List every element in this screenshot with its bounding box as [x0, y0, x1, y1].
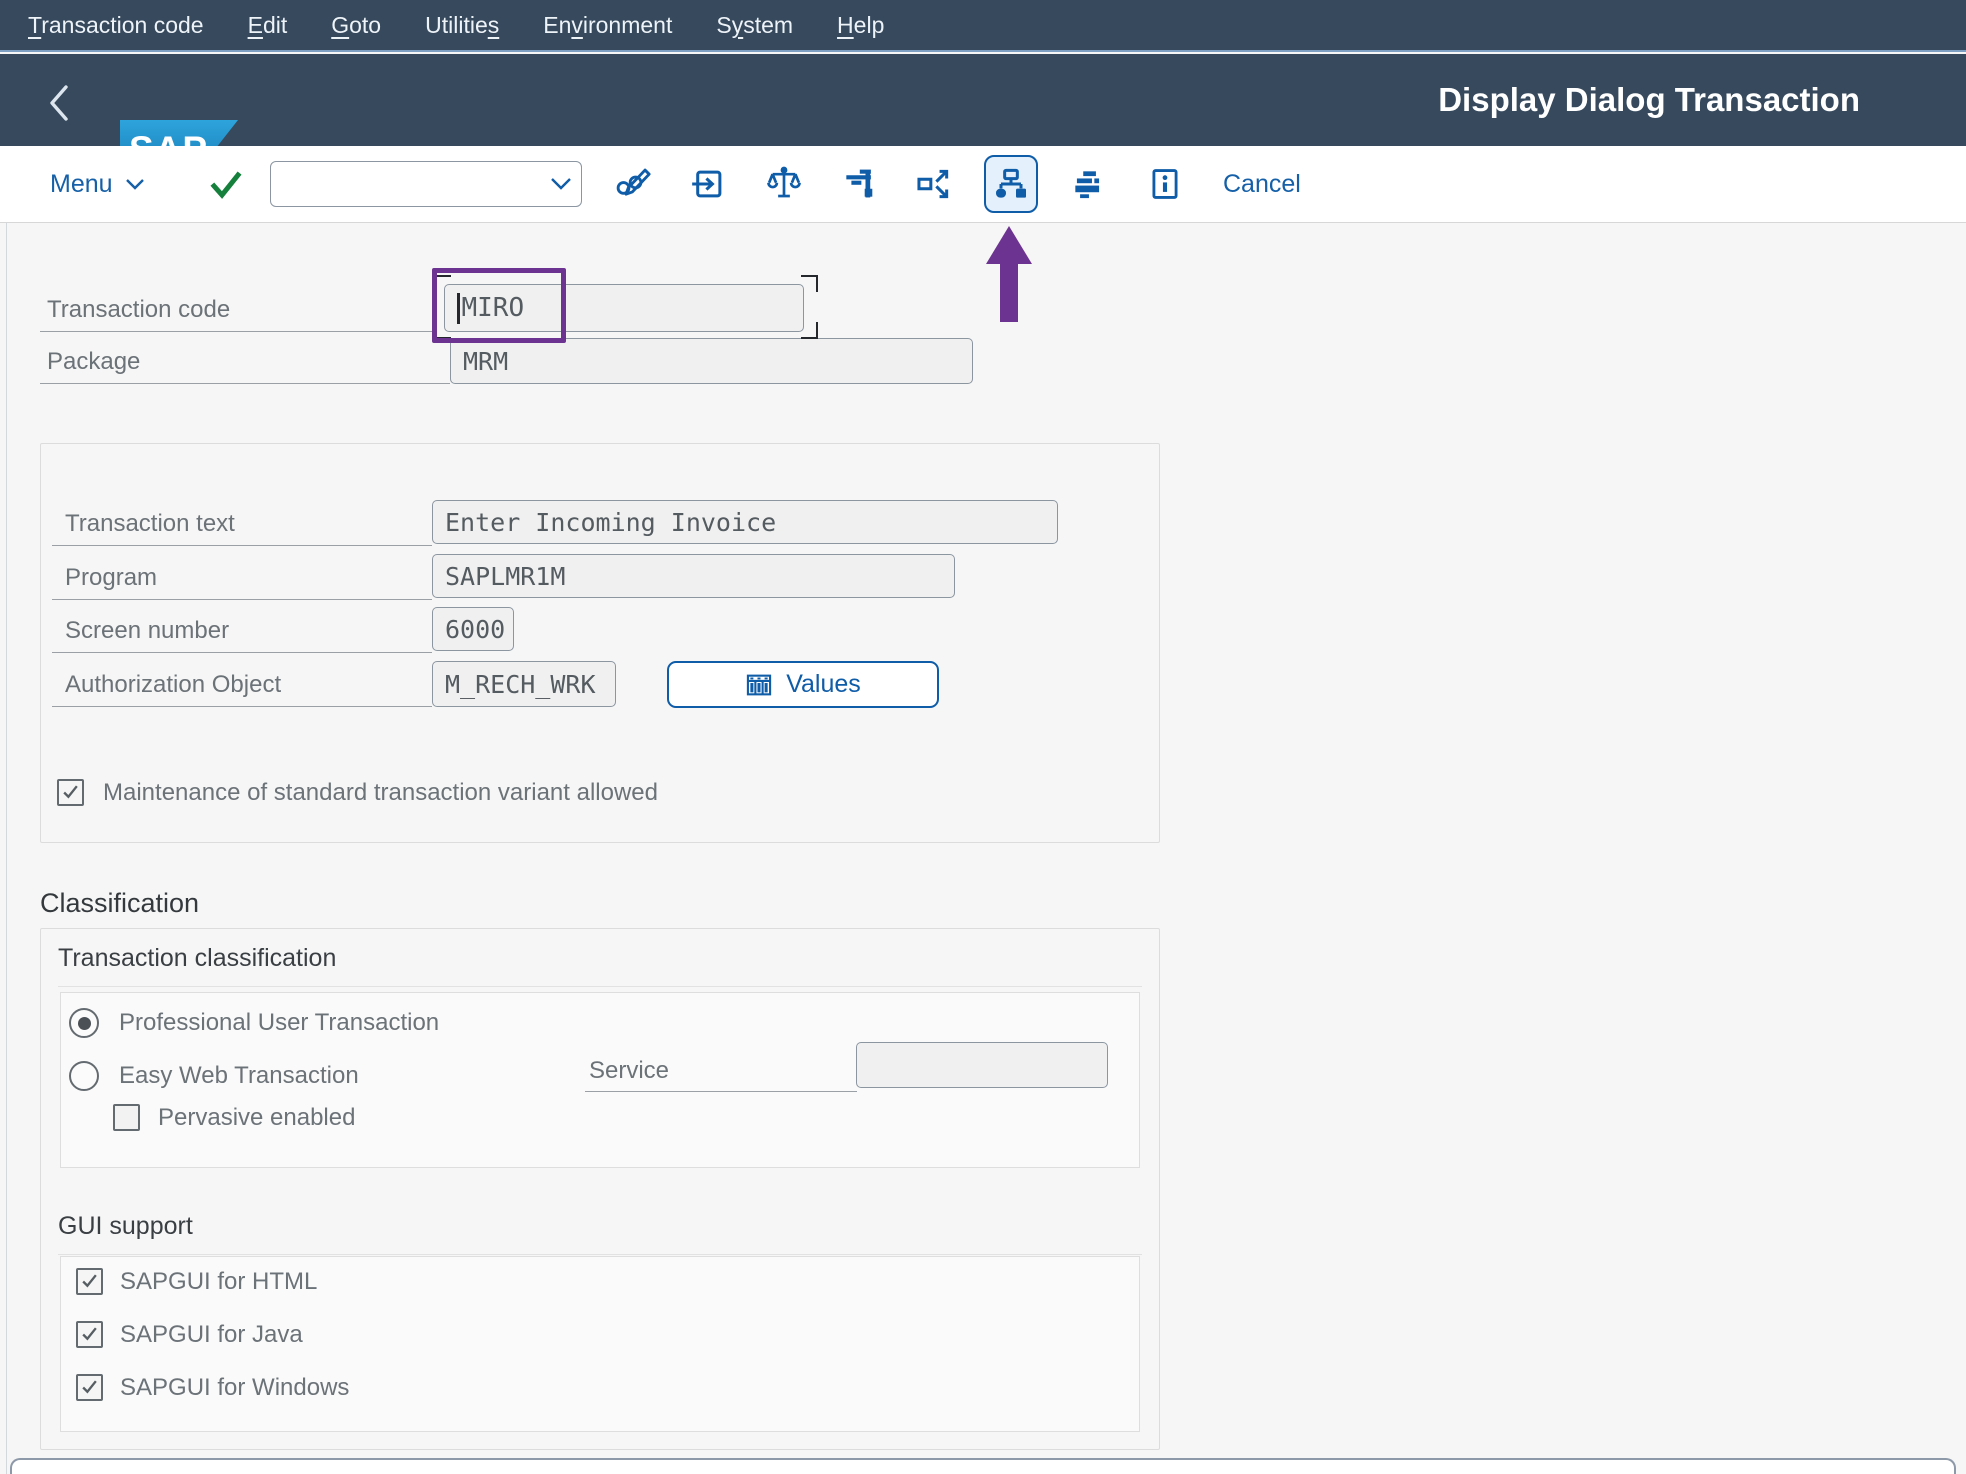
package-field[interactable]: MRM	[450, 338, 973, 384]
service-field[interactable]	[856, 1042, 1108, 1088]
menu-item-transaction-code[interactable]: Transaction code	[28, 11, 204, 38]
combobox-chevron-icon[interactable]	[541, 177, 581, 191]
resize-expand-icon	[915, 165, 953, 203]
display-change-icon	[614, 165, 652, 203]
menu-bar: Transaction code Edit Goto Utilities Env…	[0, 0, 1966, 52]
caliper-icon	[840, 165, 878, 203]
sapgui-java-label: SAPGUI for Java	[120, 1320, 303, 1348]
menu-item-utilities[interactable]: Utilities	[425, 11, 500, 38]
sapgui-windows-checkbox[interactable]	[76, 1374, 103, 1401]
test-caliper-button[interactable]	[836, 161, 882, 207]
menu-item-goto[interactable]: Goto	[331, 11, 382, 38]
annotation-arrow-shaft	[1000, 260, 1018, 322]
program-field[interactable]: SAPLMR1M	[432, 554, 955, 598]
annotation-arrow-icon	[986, 226, 1032, 264]
text-cursor	[457, 292, 460, 324]
variant-allowed-checkbox[interactable]	[57, 779, 84, 806]
transaction-code-field[interactable]: MIRO	[444, 284, 804, 332]
classification-groupbox	[40, 928, 1160, 1450]
screen-number-field[interactable]: 6000	[432, 607, 514, 651]
values-button-label: Values	[786, 670, 861, 698]
sort-list-button[interactable]	[1065, 161, 1111, 207]
variant-allowed-label: Maintenance of standard transaction vari…	[103, 778, 658, 806]
gui-support-box	[60, 1256, 1140, 1432]
back-chevron-icon	[44, 82, 74, 124]
hierarchy-button[interactable]	[984, 155, 1038, 213]
copy-object-button[interactable]	[685, 161, 731, 207]
values-button[interactable]: Values	[667, 661, 939, 708]
gui-support-subheading: GUI support	[58, 1212, 1142, 1255]
work-area-left-edge	[6, 223, 7, 1474]
authorization-object-field[interactable]: M_RECH_WRK	[432, 661, 616, 707]
pervasive-enabled-label: Pervasive enabled	[158, 1103, 356, 1131]
radio-selected-dot	[77, 1016, 91, 1030]
pervasive-enabled-checkbox[interactable]	[113, 1104, 140, 1131]
display-change-button[interactable]	[610, 161, 656, 207]
copy-object-icon	[689, 165, 727, 203]
green-check-icon	[210, 169, 242, 201]
transaction-classification-subheading: Transaction classification	[58, 944, 1142, 987]
sapgui-java-checkbox[interactable]	[76, 1321, 103, 1348]
page-title: Display Dialog Transaction	[1438, 81, 1860, 118]
transaction-details-groupbox	[40, 443, 1160, 843]
sapgui-html-checkbox[interactable]	[76, 1268, 103, 1295]
info-icon	[1146, 165, 1184, 203]
resize-expand-button[interactable]	[911, 161, 957, 207]
transaction-code-label: Transaction code	[40, 288, 437, 332]
information-button[interactable]	[1142, 161, 1188, 207]
authorization-object-label: Authorization Object	[52, 663, 432, 707]
application-toolbar: Menu	[0, 146, 1966, 223]
classification-heading: Classification	[40, 888, 200, 918]
table-grid-icon	[745, 671, 773, 699]
professional-user-radio[interactable]	[69, 1008, 99, 1038]
transaction-text-label: Transaction text	[52, 502, 432, 546]
menu-item-system[interactable]: System	[716, 11, 794, 38]
header-bar: SAP Display Dialog Transaction	[0, 54, 1966, 183]
easy-web-label: Easy Web Transaction	[119, 1062, 359, 1089]
status-bar	[10, 1458, 1956, 1474]
checkmark-icon	[80, 1325, 99, 1344]
check-scales-button[interactable]	[761, 161, 807, 207]
continue-check-button[interactable]	[210, 169, 242, 201]
sapgui-html-label: SAPGUI for HTML	[120, 1267, 318, 1295]
professional-user-label: Professional User Transaction	[119, 1009, 440, 1036]
menu-item-help[interactable]: Help	[837, 11, 885, 38]
package-label: Package	[40, 340, 450, 384]
hierarchy-icon	[991, 164, 1031, 204]
back-button[interactable]	[44, 82, 74, 124]
sort-list-icon	[1069, 165, 1107, 203]
command-combobox[interactable]	[270, 161, 582, 207]
checkmark-icon	[80, 1378, 99, 1397]
checkmark-icon	[80, 1272, 99, 1291]
easy-web-radio[interactable]	[69, 1061, 99, 1091]
menu-item-environment[interactable]: Environment	[543, 11, 673, 38]
scales-icon	[765, 165, 803, 203]
chevron-down-icon	[125, 178, 145, 191]
checkmark-icon	[61, 783, 80, 802]
program-label: Program	[52, 556, 432, 600]
sapgui-windows-label: SAPGUI for Windows	[120, 1373, 350, 1401]
service-label: Service	[585, 1050, 857, 1092]
transaction-text-field[interactable]: Enter Incoming Invoice	[432, 500, 1058, 544]
menu-item-edit[interactable]: Edit	[247, 11, 288, 38]
menu-dropdown-button[interactable]: Menu	[50, 146, 145, 222]
screen-number-label: Screen number	[52, 609, 432, 653]
cancel-button[interactable]: Cancel	[1223, 169, 1301, 198]
